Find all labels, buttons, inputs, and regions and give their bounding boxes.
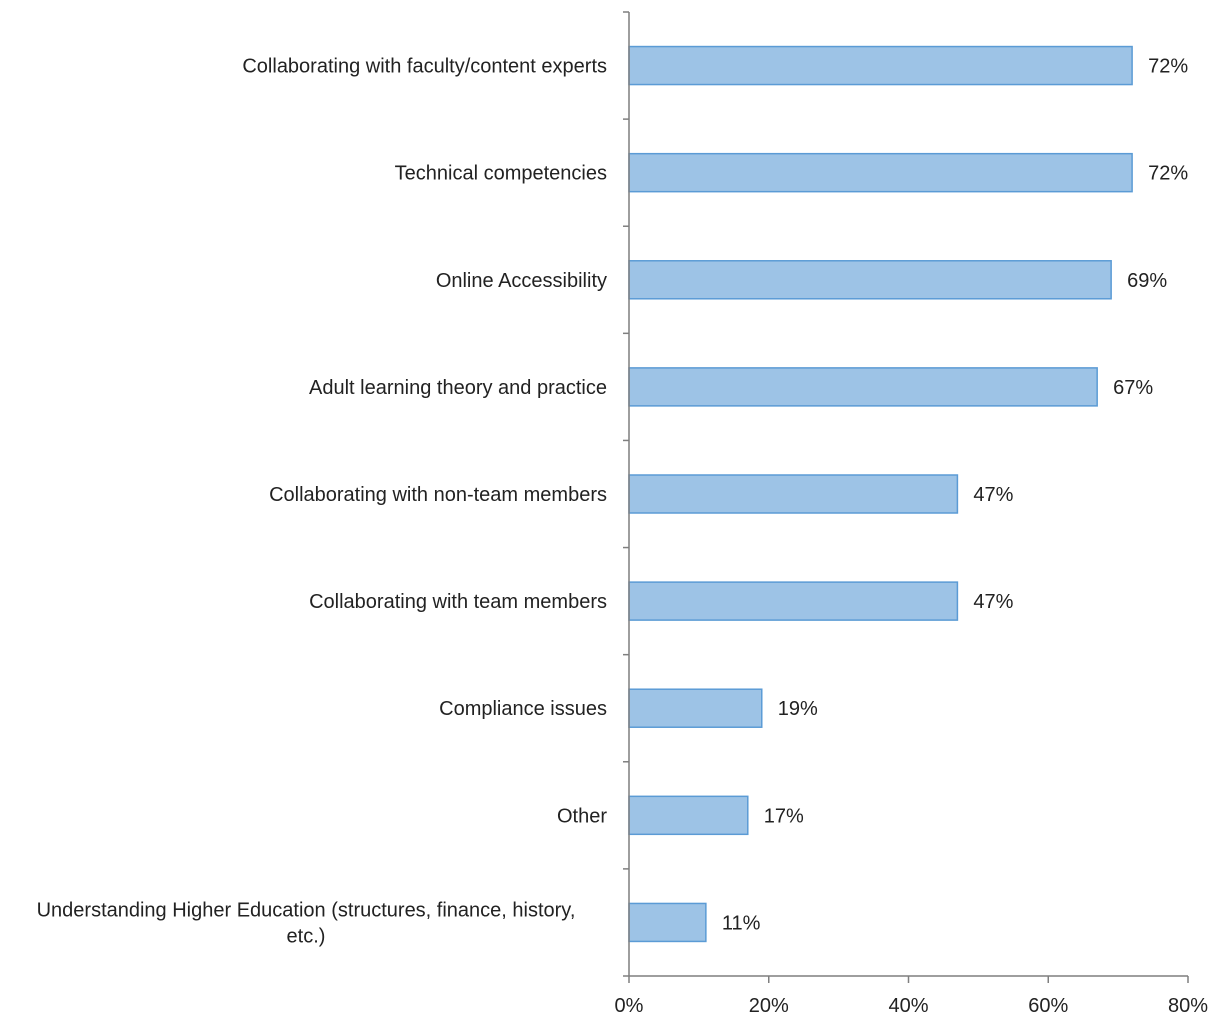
- bar-2: [628, 260, 1112, 300]
- labels-layer: 72% Collaborating with faculty/content ex…: [37, 56, 1209, 1016]
- category-label-line: Collaborating with faculty/content exper…: [242, 56, 607, 78]
- bar-7: [628, 795, 749, 836]
- category-label-6: Compliance issues: [439, 698, 607, 720]
- value-label-5: 47%: [973, 591, 1013, 613]
- category-label-line: Collaborating with non-team members: [269, 484, 607, 506]
- value-label-0: 72%: [1148, 56, 1188, 78]
- category-label-line: etc.): [287, 925, 326, 947]
- category-label-4: Collaborating with non-team members: [269, 484, 607, 506]
- category-label-line: Compliance issues: [439, 698, 607, 720]
- value-label-7: 17%: [764, 805, 804, 827]
- value-label-3: 67%: [1113, 377, 1153, 399]
- category-label-1: Technical competencies: [395, 163, 607, 185]
- category-label-2: Online Accessibility: [436, 270, 607, 292]
- category-label-0: Collaborating with faculty/content exper…: [242, 56, 607, 78]
- bar-1: [628, 152, 1133, 193]
- bar-4: [628, 474, 959, 514]
- category-label-8: Understanding Higher Education (structur…: [37, 899, 576, 947]
- x-tick-label-3: 60%: [1028, 995, 1068, 1016]
- category-label-line: Online Accessibility: [436, 270, 607, 292]
- axes-layer: [623, 11, 1189, 983]
- value-label-2: 69%: [1127, 270, 1167, 292]
- bar-6: [628, 688, 763, 728]
- value-label-1: 72%: [1148, 163, 1188, 185]
- value-label-6: 19%: [778, 698, 818, 720]
- category-label-line: Collaborating with team members: [309, 591, 607, 613]
- x-tick-label-2: 40%: [888, 995, 928, 1016]
- category-label-line: Adult learning theory and practice: [309, 377, 607, 399]
- bar-5: [628, 581, 959, 621]
- category-label-line: Other: [557, 805, 607, 827]
- bar-0: [628, 45, 1133, 86]
- x-tick-label-4: 80%: [1168, 995, 1208, 1016]
- bar-3: [628, 367, 1098, 407]
- bar-8: [628, 902, 707, 943]
- category-label-line: Technical competencies: [395, 163, 607, 185]
- category-label-5: Collaborating with team members: [309, 591, 607, 613]
- value-label-4: 47%: [973, 484, 1013, 506]
- x-tick-label-0: 0%: [615, 995, 644, 1016]
- category-label-3: Adult learning theory and practice: [309, 377, 607, 399]
- x-tick-label-1: 20%: [749, 995, 789, 1016]
- bars-layer: [628, 45, 1133, 943]
- category-label-line: Understanding Higher Education (structur…: [37, 899, 576, 921]
- category-label-7: Other: [557, 805, 607, 827]
- value-label-8: 11%: [722, 912, 761, 934]
